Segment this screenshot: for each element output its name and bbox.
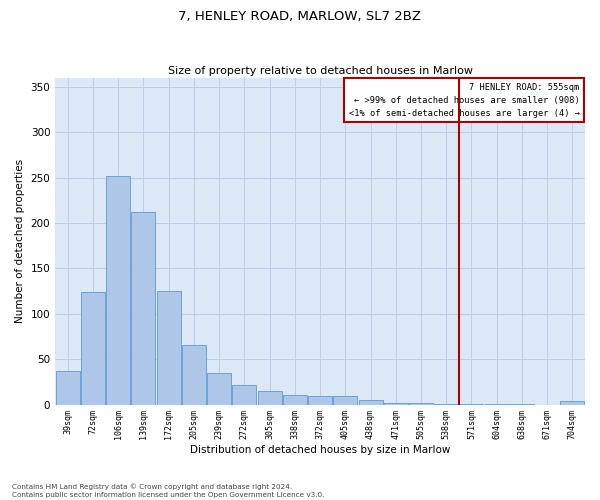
Bar [308,396,332,404]
Bar [384,403,408,404]
X-axis label: Distribution of detached houses by size in Marlow: Distribution of detached houses by size … [190,445,450,455]
Text: 7, HENLEY ROAD, MARLOW, SL7 2BZ: 7, HENLEY ROAD, MARLOW, SL7 2BZ [179,10,421,23]
Bar [359,400,383,404]
Bar [157,291,181,405]
Bar [56,371,80,404]
Bar [560,401,584,404]
Text: Contains HM Land Registry data © Crown copyright and database right 2024.
Contai: Contains HM Land Registry data © Crown c… [12,484,325,498]
Y-axis label: Number of detached properties: Number of detached properties [15,159,25,323]
Bar [81,292,105,405]
Bar [106,176,130,404]
Bar [409,403,433,404]
Bar [232,384,256,404]
Bar [182,344,206,405]
Bar [207,373,231,404]
Bar [131,212,155,404]
Title: Size of property relative to detached houses in Marlow: Size of property relative to detached ho… [167,66,473,76]
Bar [257,391,281,404]
Text: 7 HENLEY ROAD: 555sqm
← >99% of detached houses are smaller (908)
<1% of semi-de: 7 HENLEY ROAD: 555sqm ← >99% of detached… [349,82,580,118]
Bar [334,396,357,404]
Bar [283,394,307,404]
